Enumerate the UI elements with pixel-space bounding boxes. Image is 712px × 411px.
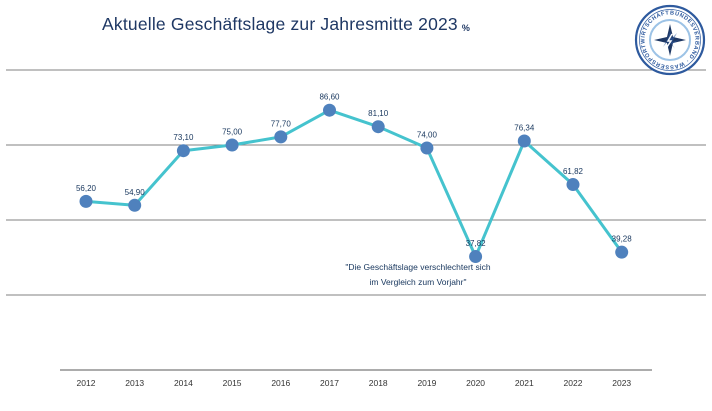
data-label-2013: 54,90 xyxy=(125,188,146,197)
data-point-2015 xyxy=(225,138,239,152)
series-line xyxy=(84,108,624,259)
chart-annotation: "Die Geschäftslage verschlechtert sich i… xyxy=(328,260,508,290)
data-label-2015: 75,00 xyxy=(222,128,243,137)
data-point-2018 xyxy=(371,120,385,134)
data-point-2017 xyxy=(323,103,336,117)
data-label-2014: 73,10 xyxy=(173,133,194,142)
bundesverband-logo: BUNDESVERBAND · WASSERSPORTWIRTSCHAFT E.… xyxy=(634,4,706,76)
data-label-2012: 56,20 xyxy=(76,184,97,193)
x-tick-2023: 2023 xyxy=(612,378,631,388)
logo-mid-ring xyxy=(639,9,701,71)
x-tick-2013: 2013 xyxy=(125,378,144,388)
data-label-2021: 76,34 xyxy=(514,123,535,132)
x-tick-2012: 2012 xyxy=(77,378,96,388)
data-point-2022 xyxy=(566,178,580,192)
annotation-line-2: im Vergleich zum Vorjahr" xyxy=(369,277,467,287)
data-point-2023 xyxy=(615,245,629,259)
annotation-line-1: "Die Geschäftslage verschlechtert sich xyxy=(345,262,491,272)
data-label-2016: 77,70 xyxy=(271,119,292,128)
x-tick-2021: 2021 xyxy=(515,378,534,388)
data-label-2019: 74,00 xyxy=(417,131,438,140)
chart-title-text: Aktuelle Geschäftslage zur Jahresmitte 2… xyxy=(102,14,458,34)
x-tick-2015: 2015 xyxy=(223,378,242,388)
data-label-2017: 86,60 xyxy=(319,93,340,102)
data-point-2014 xyxy=(176,144,190,158)
data-point-2016 xyxy=(274,130,288,144)
data-point-2021 xyxy=(517,134,531,148)
chart-title: Aktuelle Geschäftslage zur Jahresmitte 2… xyxy=(102,14,470,35)
data-label-2023: 39,28 xyxy=(612,235,633,244)
x-tick-2019: 2019 xyxy=(417,378,436,388)
data-label-2018: 81,10 xyxy=(368,109,389,118)
x-tick-2018: 2018 xyxy=(369,378,388,388)
x-tick-2020: 2020 xyxy=(466,378,485,388)
chart-title-unit: % xyxy=(461,23,471,33)
compass-icon xyxy=(654,24,686,56)
data-point-2012 xyxy=(79,194,93,208)
data-point-2013 xyxy=(128,198,142,212)
x-tick-2017: 2017 xyxy=(320,378,339,388)
data-label-2022: 61,82 xyxy=(563,167,584,176)
data-point-2020 xyxy=(469,250,483,264)
data-label-2020: 37,82 xyxy=(466,239,487,248)
x-tick-2022: 2022 xyxy=(564,378,583,388)
x-tick-2016: 2016 xyxy=(271,378,290,388)
x-tick-2014: 2014 xyxy=(174,378,193,388)
data-point-2019 xyxy=(420,141,434,155)
